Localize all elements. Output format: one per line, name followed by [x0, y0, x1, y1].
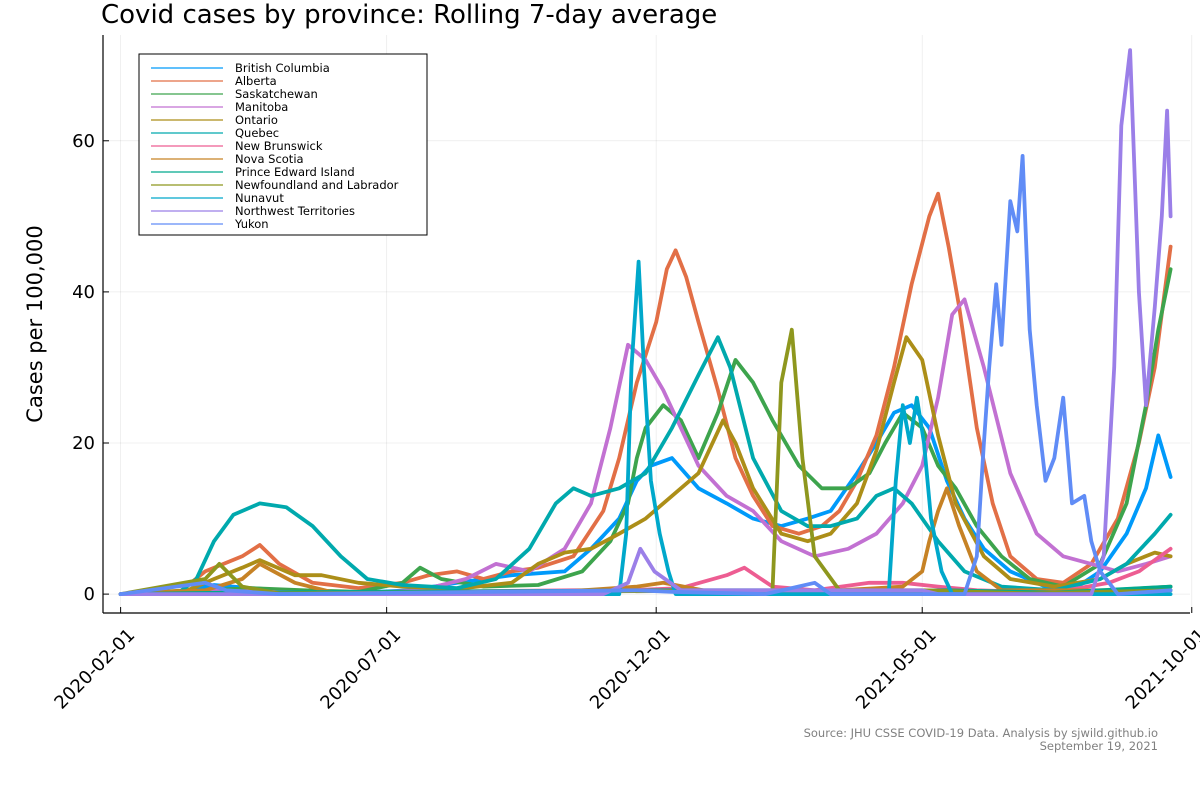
axes — [102, 35, 1190, 614]
source-date: September 19, 2021 — [1040, 739, 1158, 753]
series-line-quebec — [118, 335, 1173, 596]
legend-label-yukon: Yukon — [234, 217, 269, 231]
legend-label-saskatchewan: Saskatchewan — [235, 87, 318, 101]
legend-label-ontario: Ontario — [235, 113, 278, 127]
y-tick-label-2: 40 — [72, 282, 95, 303]
x-tick-label-4: 2021-10-01 — [1122, 625, 1200, 714]
legend-label-nunavut: Nunavut — [235, 191, 284, 205]
y-ticks: 0 20 40 60 — [72, 131, 109, 605]
series-line-manitoba — [118, 297, 1173, 596]
x-ticks: 2020-02-01 2020-07-01 2020-12-01 2021-05-01… — [50, 607, 1200, 714]
legend-label-british-columbia: British Columbia — [235, 61, 330, 75]
legend: British ColumbiaAlbertaSaskatchewanManit… — [138, 53, 428, 236]
legend-label-quebec: Quebec — [235, 126, 279, 140]
series-line-nunavut — [118, 259, 1173, 596]
legend-label-prince-edward-island: Prince Edward Island — [235, 165, 355, 179]
legend-label-new-brunswick: New Brunswick — [235, 139, 323, 153]
x-tick-label-2: 2020-12-01 — [586, 625, 675, 714]
series-line-northwest-territories — [118, 48, 1173, 596]
legend-label-newfoundland-and-labrador: Newfoundland and Labrador — [235, 178, 399, 192]
x-tick-label-3: 2021-05-01 — [852, 625, 941, 714]
y-tick-label-0: 0 — [84, 584, 95, 605]
y-tick-label-3: 60 — [72, 131, 95, 152]
source-note: Source: JHU CSSE COVID-19 Data. Analysis… — [804, 726, 1158, 740]
y-axis-label: Cases per 100,000 — [23, 225, 47, 422]
legend-label-northwest-territories: Northwest Territories — [235, 204, 355, 218]
x-tick-label-0: 2020-02-01 — [50, 625, 139, 714]
series-line-saskatchewan — [118, 267, 1173, 596]
legend-label-nova-scotia: Nova Scotia — [235, 152, 304, 166]
y-tick-label-1: 20 — [72, 433, 95, 454]
series-lines — [118, 48, 1173, 596]
series-line-yukon — [118, 154, 1173, 596]
legend-label-alberta: Alberta — [235, 74, 277, 88]
x-tick-label-1: 2020-07-01 — [316, 625, 405, 714]
chart-title: Covid cases by province: Rolling 7-day a… — [101, 0, 717, 30]
legend-label-manitoba: Manitoba — [235, 100, 288, 114]
legend-box — [138, 53, 428, 236]
